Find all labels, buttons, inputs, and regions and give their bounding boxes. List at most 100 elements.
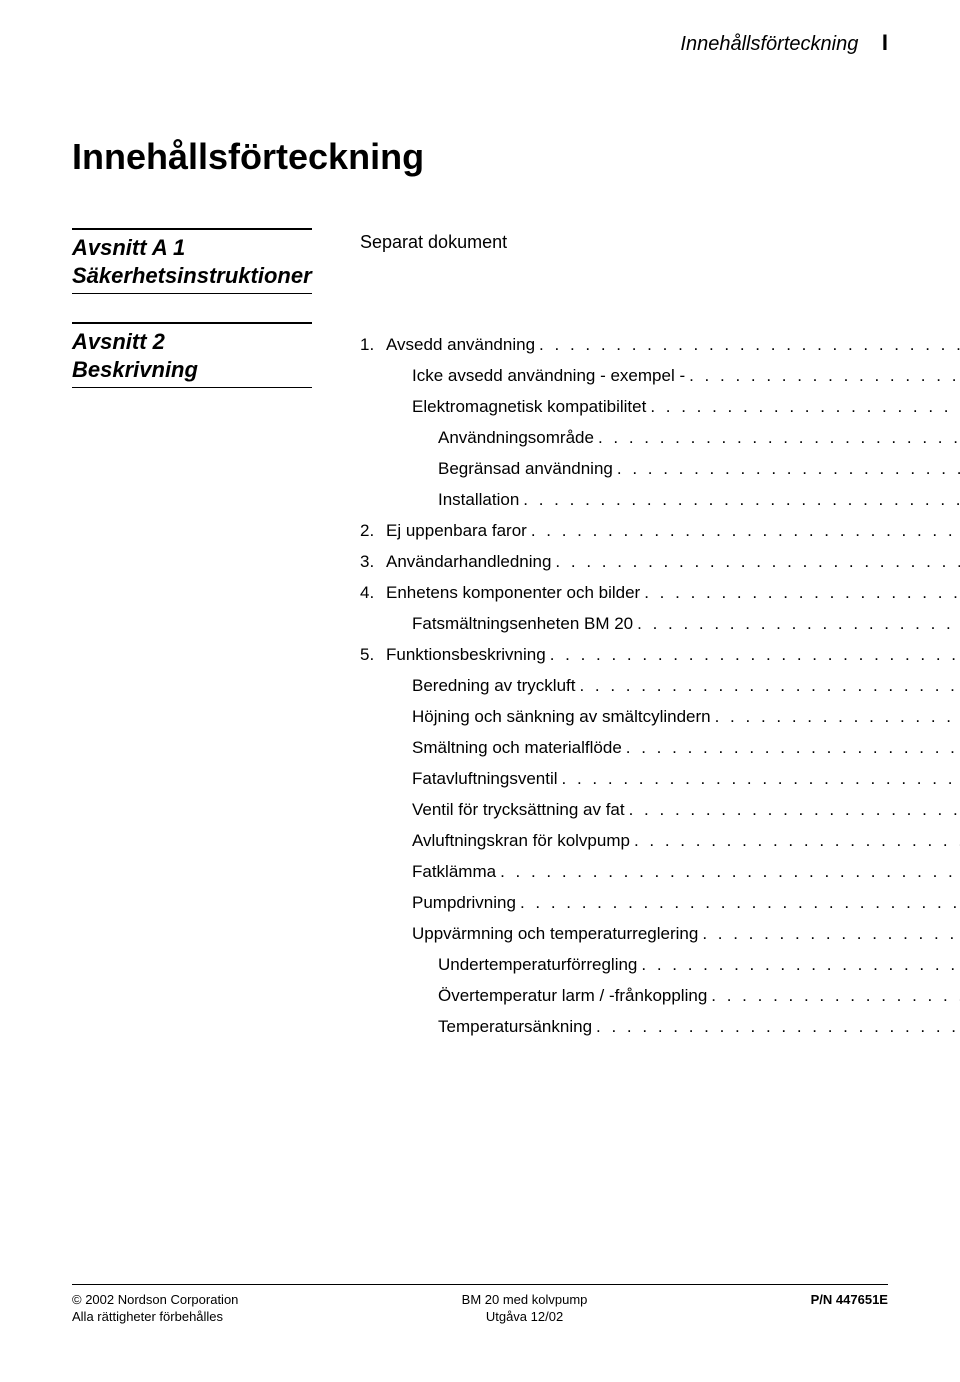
toc-leader-dots <box>500 863 960 880</box>
toc-leader-dots <box>650 398 960 415</box>
footer-part-number: P/N 447651E <box>811 1292 888 1307</box>
section-a-label-block: Avsnitt A 1 Säkerhetsinstruktioner <box>72 228 312 294</box>
toc-entry-title: Installation <box>438 491 519 508</box>
section-b-row: Avsnitt 2 Beskrivning 1.Avsedd användnin… <box>72 322 888 1049</box>
toc-leader-dots <box>644 584 960 601</box>
toc-entry-title: Övertemperatur larm / -frånkoppling <box>438 987 707 1004</box>
toc-leader-dots <box>702 925 960 942</box>
footer-rights: Alla rättigheter förbehålles <box>72 1309 223 1324</box>
toc-entry-title: Fatavluftningsventil <box>412 770 558 787</box>
toc-entry-title: Elektromagnetisk kompatibilitet <box>412 398 646 415</box>
toc-entry-number: 2. <box>360 522 386 539</box>
toc-leader-dots <box>641 956 960 973</box>
toc-leader-dots <box>539 336 960 353</box>
footer-edition: Utgåva 12/02 <box>486 1309 563 1324</box>
toc-leader-dots <box>531 522 960 539</box>
toc-entry-number: 5. <box>360 646 386 663</box>
rule <box>72 322 312 324</box>
toc-leader-dots <box>711 987 960 1004</box>
section-a-label-line1: Avsnitt A 1 <box>72 235 185 260</box>
toc-entry-title: Avluftningskran för kolvpump <box>412 832 630 849</box>
footer-copyright: © 2002 Nordson Corporation <box>72 1292 238 1307</box>
section-b-right: 1.Avsedd användning2-1Icke avsedd använd… <box>312 322 960 1049</box>
toc-entry-title: Ej uppenbara faror <box>386 522 527 539</box>
toc-leader-dots <box>617 460 960 477</box>
toc-entry-title: Höjning och sänkning av smältcylindern <box>412 708 711 725</box>
section-a-right: Separat dokument <box>312 228 888 253</box>
toc-entry: Höjning och sänkning av smältcylindern2-… <box>360 708 960 725</box>
toc-entry-number: 1. <box>360 336 386 353</box>
toc-entry-title: Användningsområde <box>438 429 594 446</box>
toc-leader-dots <box>562 770 960 787</box>
page-title: Innehållsförteckning <box>72 136 888 178</box>
toc-entry-title: Begränsad användning <box>438 460 613 477</box>
running-head-page-number: I <box>882 30 888 55</box>
footer-product: BM 20 med kolvpump <box>462 1292 588 1307</box>
toc-leader-dots <box>634 832 960 849</box>
toc-entry-title: Funktionsbeskrivning <box>386 646 546 663</box>
toc-list: 1.Avsedd användning2-1Icke avsedd använd… <box>360 336 960 1035</box>
toc-entry-title: Pumpdrivning <box>412 894 516 911</box>
toc-entry: Temperatursänkning2-8 <box>360 1018 960 1035</box>
toc-entry: Uppvärmning och temperaturreglering2-8 <box>360 925 960 942</box>
toc-entry: Fatsmältningsenheten BM 202-4 <box>360 615 960 632</box>
toc-entry: Avluftningskran för kolvpump2-6 <box>360 832 960 849</box>
toc-entry: Fatavluftningsventil2-6 <box>360 770 960 787</box>
section-b-label-line2: Beskrivning <box>72 357 198 382</box>
toc-leader-dots <box>629 801 960 818</box>
toc-entry: Övertemperatur larm / -frånkoppling2-8 <box>360 987 960 1004</box>
toc-leader-dots <box>555 553 960 570</box>
section-a-row: Avsnitt A 1 Säkerhetsinstruktioner Separ… <box>72 228 888 294</box>
separate-document-text: Separat dokument <box>360 232 507 252</box>
toc-entry: 5.Funktionsbeskrivning2-5 <box>360 646 960 663</box>
rule <box>72 228 312 230</box>
page: Innehållsförteckning I Innehållsförteckn… <box>0 0 960 1382</box>
toc-leader-dots <box>596 1018 960 1035</box>
toc-entry: 2.Ej uppenbara faror2-2 <box>360 522 960 539</box>
section-b-label-block: Avsnitt 2 Beskrivning <box>72 322 312 388</box>
toc-leader-dots <box>550 646 960 663</box>
toc-entry-title: Fatklämma <box>412 863 496 880</box>
toc-entry-title: Enhetens komponenter och bilder <box>386 584 640 601</box>
toc-entry-title: Smältning och materialflöde <box>412 739 622 756</box>
running-head: Innehållsförteckning I <box>72 30 888 56</box>
section-a-label-line2: Säkerhetsinstruktioner <box>72 263 312 288</box>
rule <box>72 387 312 388</box>
toc-leader-dots <box>715 708 960 725</box>
toc-entry-title: Uppvärmning och temperaturreglering <box>412 925 698 942</box>
toc-entry: 3.Användarhandledning2-3 <box>360 553 960 570</box>
toc-entry-title: Avsedd användning <box>386 336 535 353</box>
toc-entry: Fatklämma2-6 <box>360 863 960 880</box>
toc-entry-title: Ventil för trycksättning av fat <box>412 801 625 818</box>
toc-entry: Ventil för trycksättning av fat2-6 <box>360 801 960 818</box>
toc-entry: Användningsområde2-2 <box>360 429 960 446</box>
toc-leader-dots <box>579 677 960 694</box>
toc-entry-number: 4. <box>360 584 386 601</box>
section-b-label: Avsnitt 2 Beskrivning <box>72 326 312 387</box>
toc-entry-number: 3. <box>360 553 386 570</box>
toc-entry: Pumpdrivning2-7 <box>360 894 960 911</box>
toc-entry: Smältning och materialflöde2-6 <box>360 739 960 756</box>
footer-center: BM 20 med kolvpump Utgåva 12/02 <box>462 1291 588 1326</box>
toc-entry: 4.Enhetens komponenter och bilder2-3 <box>360 584 960 601</box>
page-footer: © 2002 Nordson Corporation Alla rättighe… <box>72 1284 888 1326</box>
toc-leader-dots <box>689 367 960 384</box>
toc-entry-title: Användarhandledning <box>386 553 551 570</box>
toc-entry: Begränsad användning2-2 <box>360 460 960 477</box>
toc-entry: Installation2-2 <box>360 491 960 508</box>
running-head-title: Innehållsförteckning <box>680 33 858 55</box>
footer-left: © 2002 Nordson Corporation Alla rättighe… <box>72 1291 238 1326</box>
toc-leader-dots <box>637 615 960 632</box>
toc-leader-dots <box>598 429 960 446</box>
toc-leader-dots <box>520 894 960 911</box>
toc-entry-title: Beredning av tryckluft <box>412 677 575 694</box>
toc-entry-title: Fatsmältningsenheten BM 20 <box>412 615 633 632</box>
section-b-label-line1: Avsnitt 2 <box>72 329 165 354</box>
toc-entry: 1.Avsedd användning2-1 <box>360 336 960 353</box>
toc-entry: Undertemperaturförregling2-8 <box>360 956 960 973</box>
footer-right: P/N 447651E <box>811 1291 888 1309</box>
toc-entry-title: Undertemperaturförregling <box>438 956 637 973</box>
toc-entry: Elektromagnetisk kompatibilitet2-2 <box>360 398 960 415</box>
toc-entry: Beredning av tryckluft2-5 <box>360 677 960 694</box>
rule <box>72 293 312 294</box>
